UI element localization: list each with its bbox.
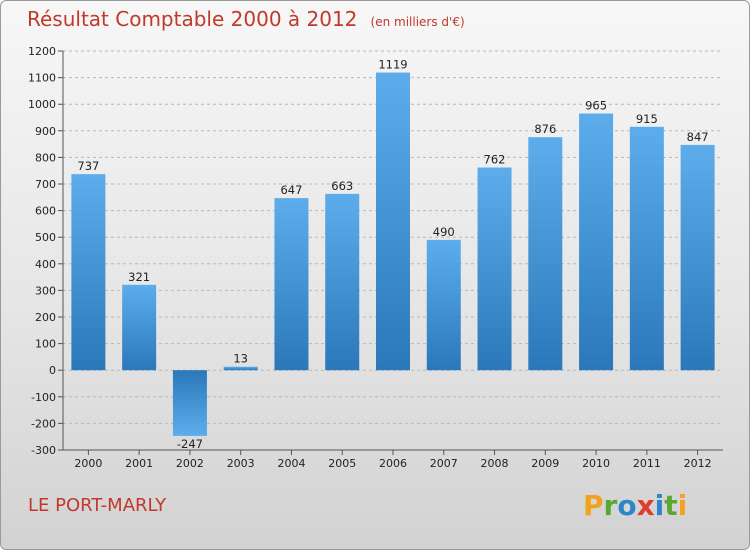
x-tick-label: 2009 <box>531 457 559 470</box>
y-tick-label: 1000 <box>28 98 56 111</box>
y-tick-label: 500 <box>35 231 56 244</box>
x-tick-label: 2000 <box>74 457 102 470</box>
x-tick-label: 2008 <box>481 457 509 470</box>
y-tick-label: 1100 <box>28 72 56 85</box>
bar <box>223 366 258 371</box>
logo-letter: r <box>603 489 618 522</box>
y-tick-label: 400 <box>35 258 56 271</box>
y-tick-label: 0 <box>49 364 56 377</box>
data-label: 876 <box>534 122 556 136</box>
logo-letter: t <box>664 489 678 522</box>
x-tick-label: 2010 <box>582 457 610 470</box>
data-label: 647 <box>280 183 302 197</box>
logo-letter: i <box>677 489 688 522</box>
data-label: 737 <box>77 159 99 173</box>
logo-letter: o <box>617 489 637 522</box>
x-tick-label: 2007 <box>430 457 458 470</box>
x-tick-label: 2011 <box>633 457 661 470</box>
data-label: 847 <box>687 130 709 144</box>
x-tick-label: 2005 <box>328 457 356 470</box>
data-label: 1119 <box>378 58 407 72</box>
data-label: 762 <box>484 153 506 167</box>
y-tick-label: 1200 <box>28 45 56 58</box>
y-tick-label: 600 <box>35 205 56 218</box>
y-tick-label: 800 <box>35 151 56 164</box>
x-tick-label: 2001 <box>125 457 153 470</box>
x-tick-label: 2012 <box>684 457 712 470</box>
data-label: 965 <box>585 99 607 113</box>
x-tick-label: 2003 <box>227 457 255 470</box>
y-tick-label: 900 <box>35 125 56 138</box>
data-label: -247 <box>177 437 203 451</box>
bar <box>629 126 664 371</box>
data-label: 321 <box>128 270 150 284</box>
bar <box>172 370 207 436</box>
y-tick-label: 700 <box>35 178 56 191</box>
chart-title-block: Résultat Comptable 2000 à 2012 (en milli… <box>27 7 465 31</box>
bar <box>528 137 563 371</box>
y-tick-label: -200 <box>31 417 56 430</box>
y-tick-label: -100 <box>31 391 56 404</box>
chart-subtitle: (en milliers d'€) <box>370 15 465 29</box>
x-tick-label: 2002 <box>176 457 204 470</box>
data-label: 915 <box>636 112 658 126</box>
y-tick-label: 100 <box>35 338 56 351</box>
bar <box>477 167 512 371</box>
x-tick-label: 2004 <box>277 457 305 470</box>
bar <box>71 174 106 371</box>
bar <box>325 193 360 371</box>
bar <box>680 144 715 371</box>
logo-letter: i <box>654 489 665 522</box>
bar <box>426 239 461 371</box>
chart-title: Résultat Comptable 2000 à 2012 <box>27 7 358 31</box>
x-tick-label: 2006 <box>379 457 407 470</box>
y-tick-label: -300 <box>31 444 56 457</box>
bar <box>579 113 614 371</box>
logo-letter: P <box>583 489 604 522</box>
proxiti-logo: Proxiti <box>583 489 687 522</box>
bar <box>122 284 157 371</box>
commune-name: LE PORT-MARLY <box>28 495 167 516</box>
data-label: 663 <box>331 179 353 193</box>
logo-letter: x <box>636 489 655 522</box>
data-label: 13 <box>233 352 248 366</box>
y-tick-label: 300 <box>35 284 56 297</box>
bar <box>376 72 410 371</box>
y-tick-label: 200 <box>35 311 56 324</box>
bar <box>274 198 309 371</box>
data-label: 490 <box>433 225 455 239</box>
